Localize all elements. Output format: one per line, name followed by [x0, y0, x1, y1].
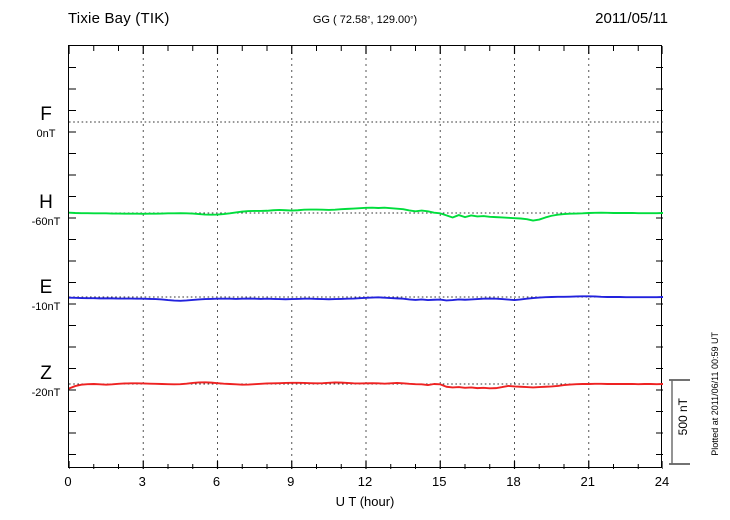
channel-symbol-z: Z: [40, 363, 52, 384]
trace-z: [69, 381, 663, 390]
x-tick-label-24: 24: [654, 474, 670, 489]
channel-value-h: -60nT: [31, 216, 61, 228]
geographic-coordinates: GG ( 72.58°, 129.00°): [0, 14, 730, 26]
channel-label-h: H -60nT: [16, 193, 76, 229]
channel-symbol-e: E: [39, 277, 53, 298]
channel-value-e: -10nT: [31, 301, 61, 313]
x-tick-label-12: 12: [357, 474, 373, 489]
degree-symbol-lat: °: [367, 15, 371, 24]
x-tick-label-0: 0: [64, 474, 72, 489]
geo-suffix: ): [413, 14, 418, 26]
channel-symbol-h: H: [39, 192, 53, 213]
x-tick-label-3: 3: [138, 474, 146, 489]
channel-value-f: 0nT: [36, 128, 56, 140]
x-tick-label-9: 9: [287, 474, 295, 489]
plot-canvas: [69, 46, 663, 469]
geo-separator: ,: [370, 14, 377, 26]
trace-h: [69, 206, 663, 222]
plotted-at-timestamp: Plotted at 2011/06/11 00:59 UT: [710, 332, 720, 456]
magnetogram-plot-area: [68, 45, 663, 469]
channel-symbol-f: F: [40, 104, 52, 125]
x-tick-label-15: 15: [432, 474, 447, 489]
x-tick-label-21: 21: [580, 474, 595, 489]
scale-bar-icon: [669, 379, 690, 465]
geo-latitude: 72.58: [339, 14, 368, 26]
page-title: Tixie Bay (TIK): [68, 10, 170, 27]
x-tick-label-6: 6: [212, 474, 221, 489]
trace-e: [69, 295, 663, 302]
channel-value-z: -20nT: [31, 387, 61, 399]
observation-date: 2011/05/11: [595, 10, 668, 27]
channel-label-e: E -10nT: [16, 278, 76, 314]
scale-bar-label: 500 nT: [676, 398, 690, 436]
x-axis-label: U T (hour): [335, 494, 395, 509]
geo-longitude: 129.00: [376, 14, 411, 26]
x-tick-label-18: 18: [506, 474, 521, 489]
degree-symbol-lon: °: [410, 15, 414, 24]
channel-label-f: F 0nT: [16, 105, 76, 141]
geo-prefix: GG (: [312, 14, 340, 26]
channel-label-z: Z -20nT: [16, 364, 76, 400]
